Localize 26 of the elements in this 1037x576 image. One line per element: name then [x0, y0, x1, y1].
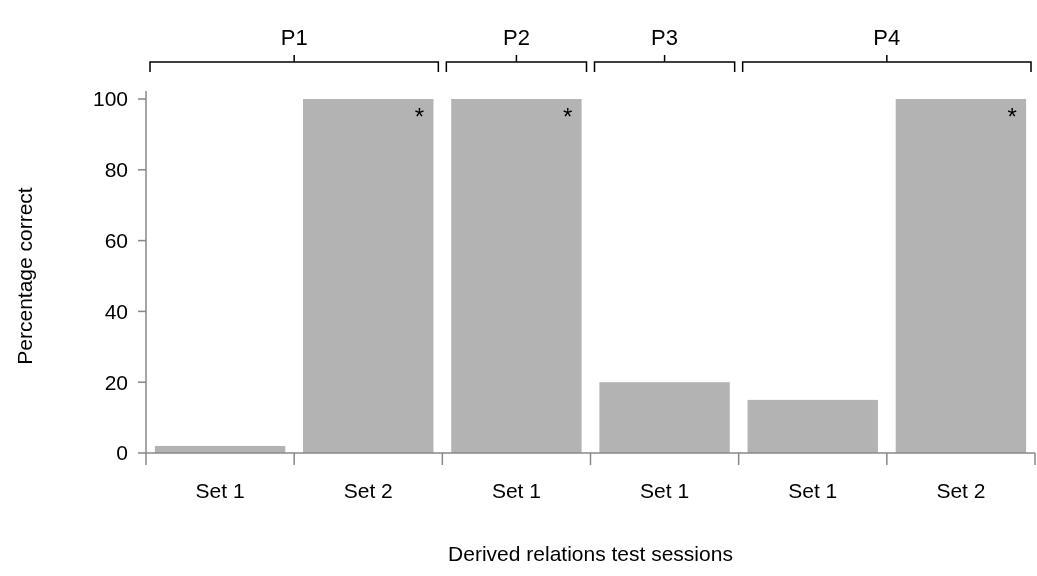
bar: [747, 399, 878, 453]
data-label: *: [1007, 103, 1017, 130]
x-tick-label: Set 1: [491, 479, 541, 502]
x-tick-label: Set 1: [195, 479, 245, 502]
bar: [451, 99, 582, 453]
y-tick-label: 100: [92, 87, 128, 111]
bar: [895, 99, 1027, 453]
text: P3: [651, 25, 679, 50]
x-tick-label: Set 2: [343, 479, 393, 502]
x-tick-label: Set 2: [936, 479, 986, 502]
bar: [599, 382, 730, 453]
y-axis-title: Percentage correct: [13, 187, 36, 365]
data-label: *: [414, 103, 425, 130]
text: P1: [280, 25, 308, 50]
y-tick-label: 60: [104, 228, 128, 252]
y-tick-label: 40: [104, 299, 128, 323]
y-tick-label: 80: [104, 158, 128, 182]
bar: [303, 99, 434, 453]
y-tick-label: 20: [104, 370, 128, 394]
x-axis-title: Derived relations test sessions: [448, 542, 733, 565]
x-tick-label: Set 1: [640, 479, 690, 502]
x-tick-label: Set 1: [788, 479, 838, 502]
text: P2: [502, 25, 530, 50]
y-tick-label: 0: [116, 441, 128, 465]
text: P4: [873, 25, 901, 50]
data-label: *: [562, 103, 573, 130]
